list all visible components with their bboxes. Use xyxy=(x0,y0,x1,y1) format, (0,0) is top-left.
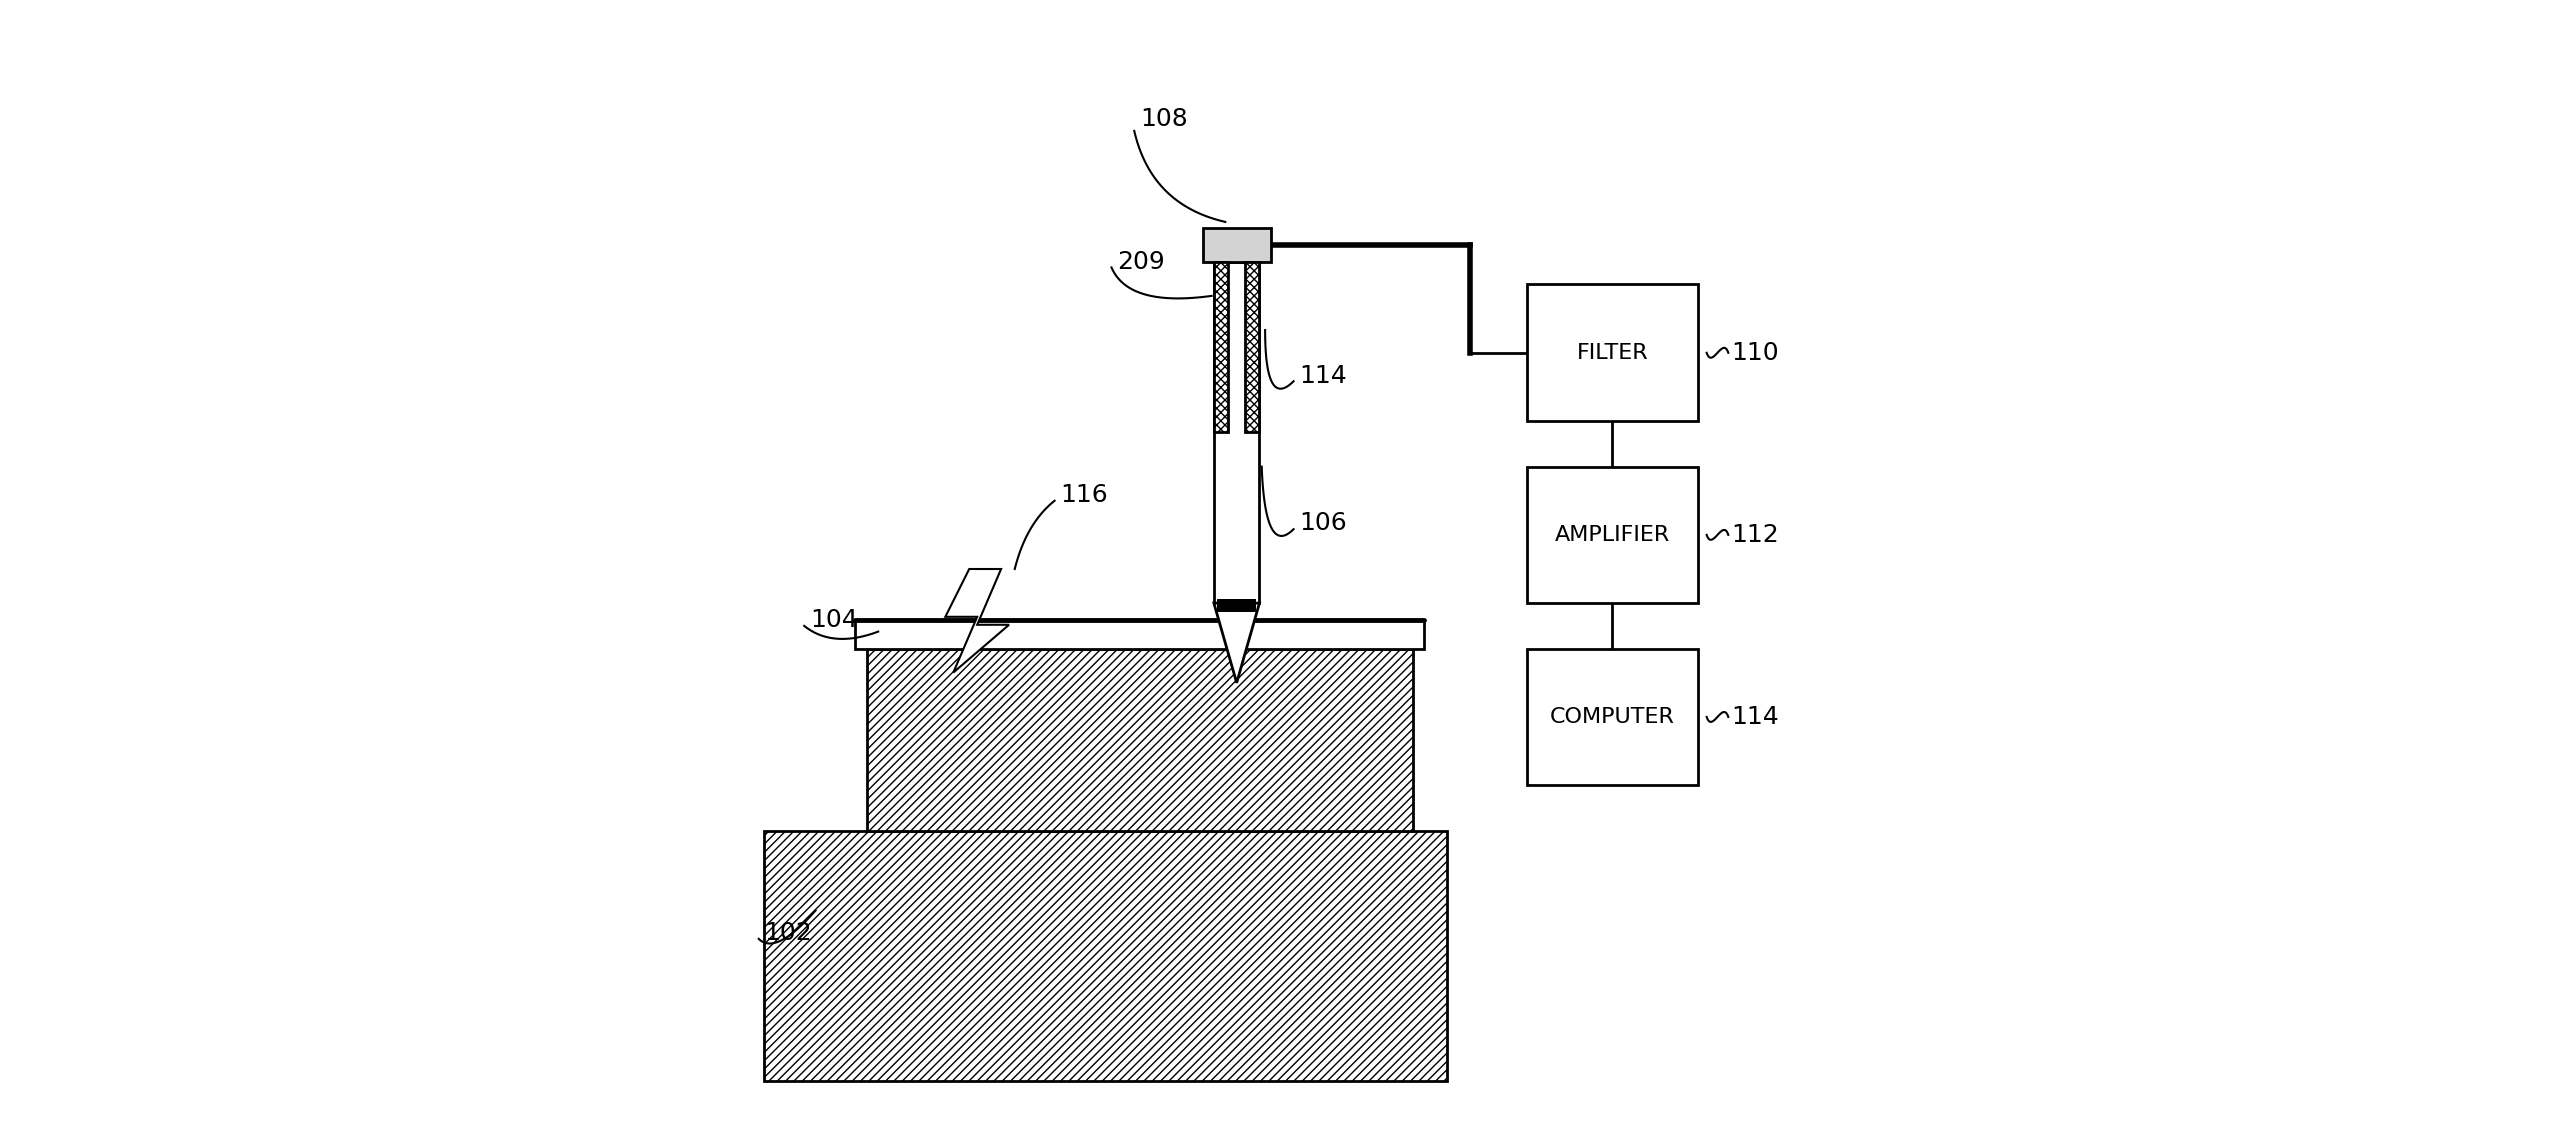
Text: FILTER: FILTER xyxy=(1575,343,1649,363)
Text: 108: 108 xyxy=(1141,107,1187,132)
Bar xyxy=(1213,262,1259,603)
Bar xyxy=(1218,599,1256,612)
Bar xyxy=(855,620,1425,649)
Bar xyxy=(868,649,1412,831)
Polygon shape xyxy=(945,569,1008,673)
Bar xyxy=(1527,284,1698,421)
Bar xyxy=(1527,649,1698,785)
Text: 116: 116 xyxy=(1059,483,1108,508)
Text: 110: 110 xyxy=(1731,340,1779,365)
Bar xyxy=(1202,228,1271,262)
Text: AMPLIFIER: AMPLIFIER xyxy=(1555,525,1670,545)
Bar xyxy=(763,831,1448,1081)
Text: 114: 114 xyxy=(1731,704,1779,729)
Text: 106: 106 xyxy=(1299,511,1348,536)
Text: 209: 209 xyxy=(1118,249,1164,274)
Polygon shape xyxy=(1213,603,1259,683)
Text: COMPUTER: COMPUTER xyxy=(1550,707,1675,727)
Text: 114: 114 xyxy=(1299,363,1348,388)
Bar xyxy=(1213,262,1228,432)
Bar xyxy=(1527,467,1698,603)
Text: 112: 112 xyxy=(1731,522,1779,547)
Text: 104: 104 xyxy=(809,608,858,633)
Bar xyxy=(1246,262,1259,432)
Text: 102: 102 xyxy=(763,921,812,946)
